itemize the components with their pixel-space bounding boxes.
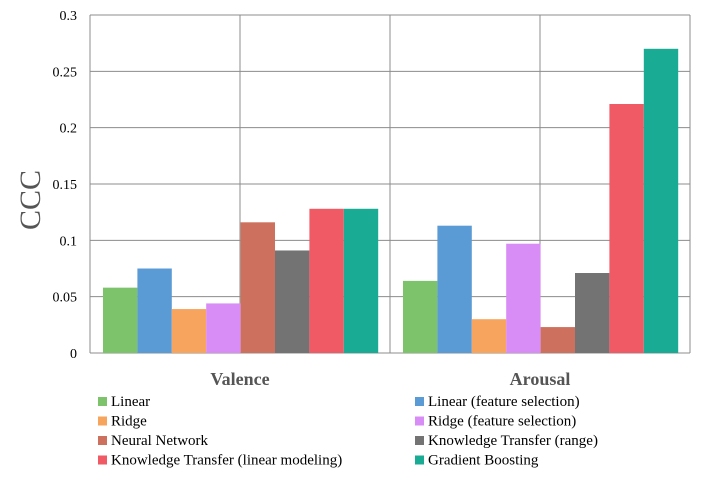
y-tick-label: 0.1 [60,234,78,249]
bar [103,287,138,353]
y-tick-label: 0.15 [53,178,78,193]
y-tick-labels: 0 0.05 0.1 0.15 0.2 0.25 0.3 [53,9,78,362]
legend-label: Linear [111,394,150,410]
legend-label: Gradient Boosting [428,453,539,469]
legend-label: Knowledge Transfer (range) [428,433,598,449]
bar [275,250,310,353]
y-tick-label: 0.05 [53,291,78,306]
legend-swatch [98,436,107,445]
legend-swatch [415,436,424,445]
bar [403,280,438,353]
y-tick-label: 0.3 [60,9,78,24]
bar [471,319,507,353]
legend-label: Knowledge Transfer (linear modeling) [111,453,342,469]
legend: Linear Linear (feature selection) Ridge Rid… [98,394,598,469]
legend-label: Linear (feature selection) [428,394,580,410]
legend-swatch [98,455,107,465]
bar [609,104,644,353]
legend-swatch [98,416,107,426]
y-tick-label: 0 [70,347,77,362]
grid [89,14,691,354]
bar [437,225,472,353]
category-label: Valence [210,369,269,389]
bar [171,309,207,353]
bar [575,273,610,353]
y-axis-label: CCC [14,170,47,230]
category-labels: Valence Arousal [210,369,570,389]
legend-swatch [415,416,424,426]
legend-label: Neural Network [111,433,209,449]
y-tick-label: 0.25 [53,65,78,80]
y-tick-label: 0.2 [60,122,78,137]
bar [309,208,344,353]
bars [103,48,679,354]
bar [206,303,241,353]
category-label: Arousal [510,369,571,389]
legend-swatch [415,397,424,406]
legend-swatch [98,397,107,406]
legend-label: Ridge (feature selection) [428,414,576,430]
bar [137,268,172,353]
bar [540,327,575,353]
legend-label: Ridge [111,414,147,430]
bar [240,222,275,353]
bar [506,243,541,353]
bar [343,208,379,353]
legend-swatch [415,455,424,465]
bar [643,48,679,354]
